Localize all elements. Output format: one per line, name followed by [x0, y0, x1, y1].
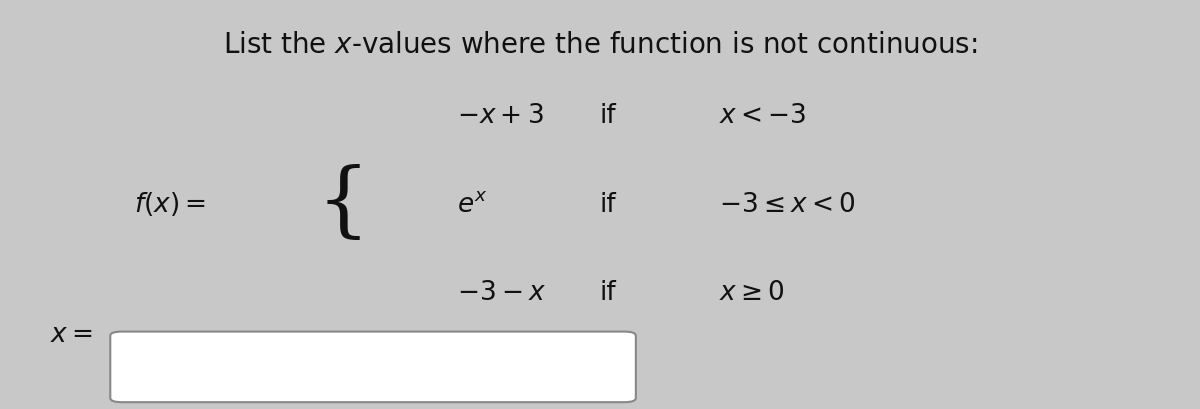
Text: $-x+3$: $-x+3$ — [457, 103, 544, 129]
Text: if: if — [600, 191, 617, 218]
Text: if: if — [600, 103, 617, 129]
Text: $-3 \leq x < 0$: $-3 \leq x < 0$ — [720, 191, 856, 218]
FancyBboxPatch shape — [110, 332, 636, 402]
Text: {: { — [317, 164, 370, 245]
Text: $x < -3$: $x < -3$ — [720, 103, 806, 129]
Text: $e^{x}$: $e^{x}$ — [457, 191, 487, 218]
Text: $x \geq 0$: $x \geq 0$ — [720, 280, 785, 306]
Text: $-3 - x$: $-3 - x$ — [457, 280, 546, 306]
Text: List the $x$-values where the function is not continuous:: List the $x$-values where the function i… — [223, 31, 977, 59]
Text: $x =$: $x =$ — [49, 321, 92, 348]
Text: if: if — [600, 280, 617, 306]
Text: $f(x) =$: $f(x) =$ — [134, 191, 206, 218]
